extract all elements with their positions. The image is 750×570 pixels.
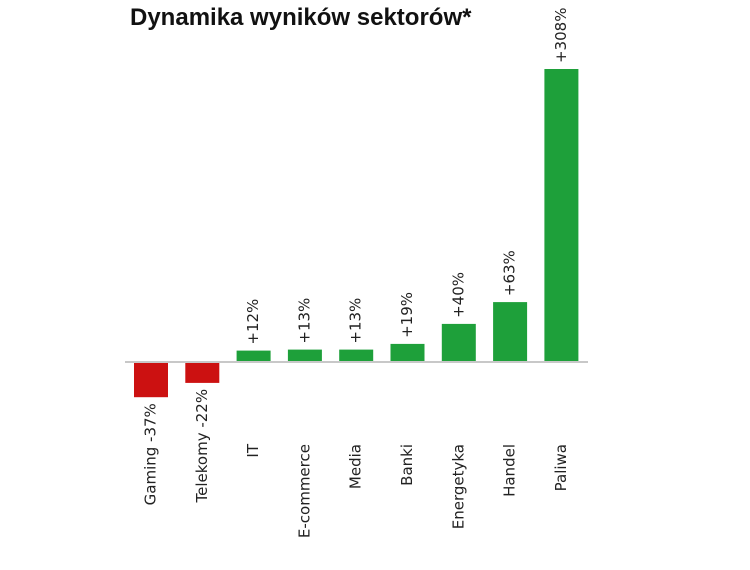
value-label-e-commerce: +13% xyxy=(295,298,313,344)
category-label-e-commerce: E-commerce xyxy=(295,444,313,538)
bar-telekomy xyxy=(185,362,220,383)
bar-gaming xyxy=(134,362,168,398)
value-label-banki: +19% xyxy=(398,292,416,338)
labels-group: Gaming -37% Telekomy -22% IT +12% E-commerce… xyxy=(142,8,570,539)
value-label-handel: +63% xyxy=(501,250,519,296)
bar-energetyka xyxy=(441,323,476,362)
bars-group xyxy=(134,69,579,398)
category-label-it: IT xyxy=(244,443,262,457)
bar-it xyxy=(236,350,271,362)
category-label-gaming: Gaming -37% xyxy=(142,403,160,505)
category-label-telekomy: Telekomy -22% xyxy=(193,389,211,504)
category-label-media: Media xyxy=(347,444,365,489)
category-label-energetyka: Energetyka xyxy=(449,444,467,529)
category-label-banki: Banki xyxy=(398,444,416,486)
bar-banki xyxy=(390,343,425,362)
bar-paliwa xyxy=(544,69,579,362)
bar-media xyxy=(339,349,374,362)
category-label-paliwa: Paliwa xyxy=(552,444,570,491)
bar-handel xyxy=(493,302,528,362)
bar-e-commerce xyxy=(287,349,322,362)
value-label-paliwa: +308% xyxy=(552,8,570,63)
value-label-energetyka: +40% xyxy=(449,272,467,318)
value-label-it: +12% xyxy=(244,299,262,345)
category-label-handel: Handel xyxy=(501,444,519,497)
chart-title: Dynamika wyników sektorów* xyxy=(130,4,472,31)
value-label-media: +13% xyxy=(347,298,365,344)
